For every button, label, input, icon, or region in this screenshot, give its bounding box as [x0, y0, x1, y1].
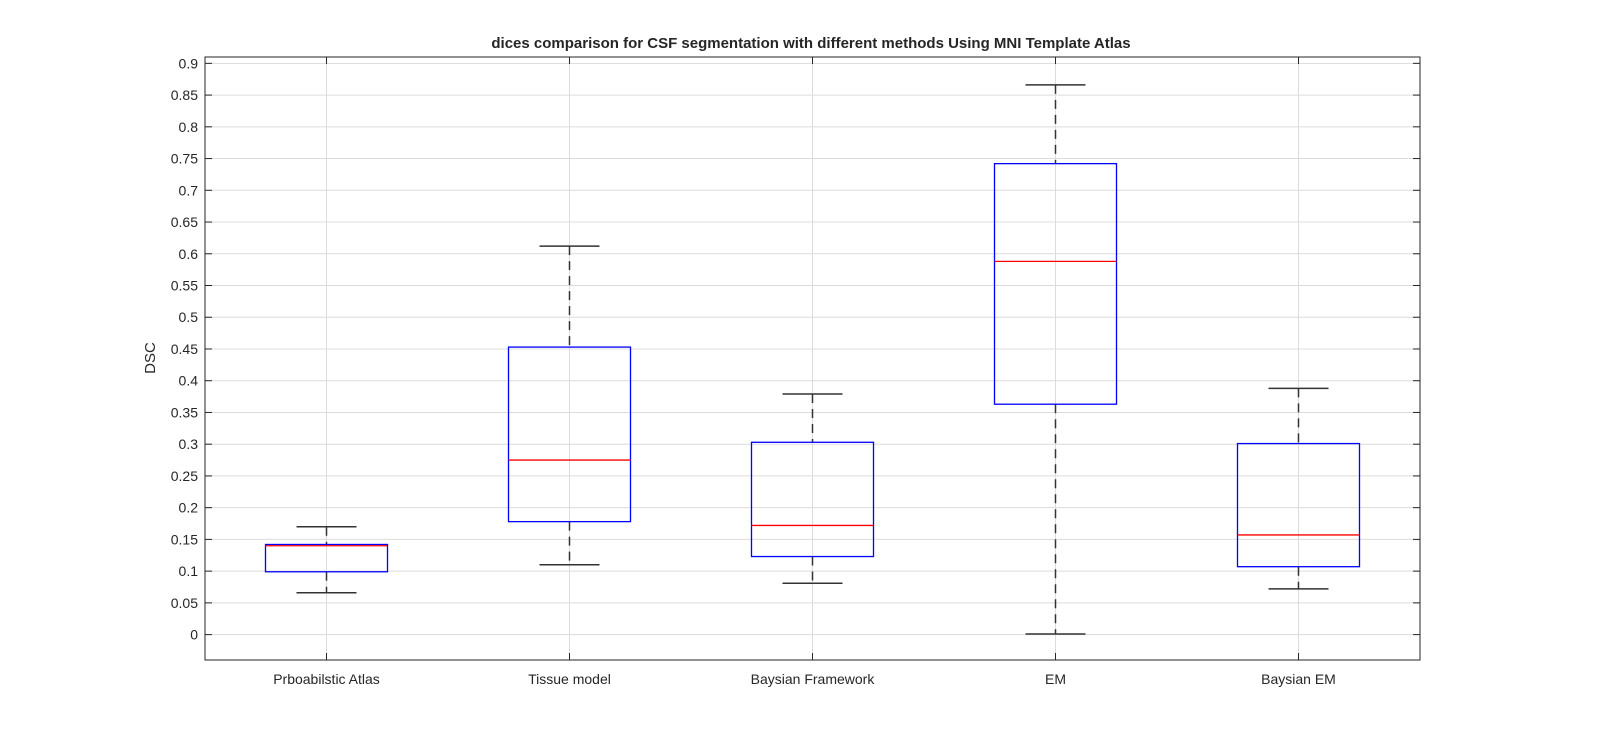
tick-labels: 0 0.05 0.1 0.15 0.2 0.25 0.3 0.35 0.4 0.45 0.5 0.55…: [171, 55, 1336, 687]
y-tick-label: 0.35: [171, 404, 198, 420]
x-tick-label: Prboabilstic Atlas: [273, 671, 380, 687]
y-tick-label: 0: [190, 627, 198, 643]
y-tick-label: 0.6: [179, 246, 199, 262]
y-tick-label: 0.55: [171, 278, 198, 294]
box-group: [264, 525, 389, 594]
y-tick-label: 0.85: [171, 87, 198, 103]
y-tick-label: 0.15: [171, 531, 198, 547]
box-iqr: [264, 543, 389, 573]
y-tick-label: 0.8: [179, 119, 199, 135]
y-tick-label: 0.4: [179, 373, 199, 389]
chart-title: dices comparison for CSF segmentation wi…: [491, 35, 1130, 52]
y-tick-label: 0.1: [179, 563, 199, 579]
box-iqr: [507, 346, 632, 523]
boxes: [264, 84, 1361, 635]
x-tick-label: Tissue model: [528, 671, 611, 687]
y-tick-label: 0.65: [171, 214, 198, 230]
y-tick-label: 0.75: [171, 151, 198, 167]
y-tick-label: 0.7: [179, 182, 199, 198]
plot-frame: [204, 56, 1421, 661]
axes: [204, 56, 1421, 661]
x-tick-label: EM: [1045, 671, 1066, 687]
box-group: [993, 84, 1118, 635]
y-tick-label: 0.45: [171, 341, 198, 357]
box-group: [507, 245, 632, 566]
y-tick-label: 0.2: [179, 500, 199, 516]
y-tick-label: 0.05: [171, 595, 198, 611]
box-group: [750, 393, 875, 584]
box-group: [1236, 387, 1361, 590]
y-axis-label: DSC: [142, 342, 159, 374]
y-tick-label: 0.3: [179, 436, 199, 452]
x-tick-label: Baysian Framework: [751, 671, 876, 687]
box-iqr: [993, 162, 1118, 405]
y-tick-label: 0.5: [179, 309, 199, 325]
x-tick-label: Baysian EM: [1261, 671, 1336, 687]
y-tick-label: 0.25: [171, 468, 198, 484]
box-iqr: [1236, 442, 1361, 568]
y-tick-label: 0.9: [179, 55, 199, 71]
box-iqr: [750, 441, 875, 558]
